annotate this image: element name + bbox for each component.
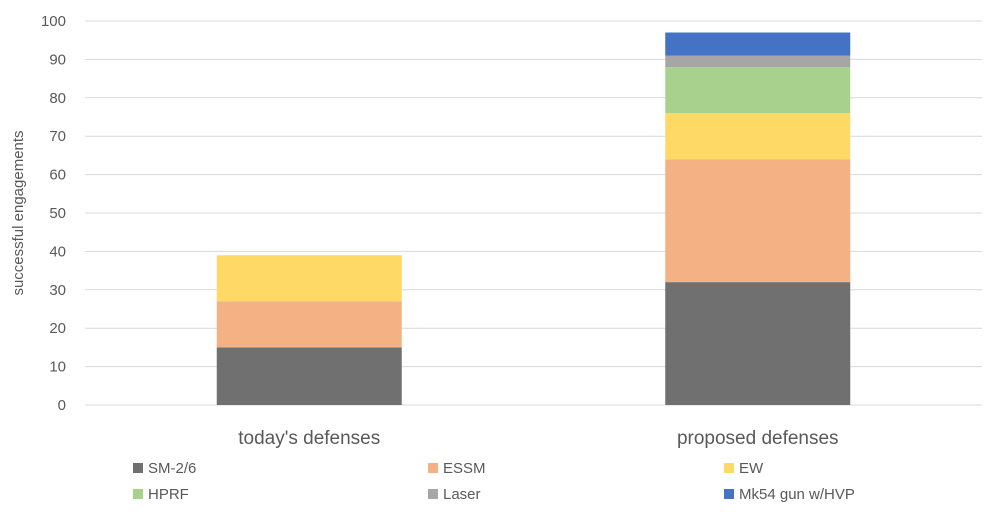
y-tick-label: 100 xyxy=(41,13,66,30)
bar-segment xyxy=(665,282,851,405)
x-axis-categories: today's defenses proposed defenses xyxy=(238,428,838,449)
bar-segment xyxy=(216,255,402,302)
legend-label: HPRF xyxy=(148,486,189,503)
legend-label: ESSM xyxy=(443,460,486,477)
bar-segment xyxy=(216,347,402,405)
y-axis-ticks: 0 10 20 30 40 50 60 70 80 90 100 xyxy=(41,13,66,414)
y-tick-label: 40 xyxy=(49,243,66,260)
legend-swatch xyxy=(724,463,734,473)
legend-swatch xyxy=(428,489,438,499)
legend-label: EW xyxy=(739,460,764,477)
bar-segment xyxy=(216,301,402,348)
legend-label: SM-2/6 xyxy=(148,460,196,477)
y-tick-label: 30 xyxy=(49,282,66,299)
y-tick-label: 10 xyxy=(49,359,66,376)
y-tick-label: 50 xyxy=(49,205,66,222)
x-category-label: today's defenses xyxy=(238,428,380,449)
bar-segment xyxy=(665,32,851,56)
bar-segment xyxy=(665,159,851,283)
y-tick-label: 60 xyxy=(49,167,66,184)
y-tick-label: 90 xyxy=(49,51,66,68)
bar-segment xyxy=(665,67,851,114)
legend-swatch xyxy=(428,463,438,473)
y-axis-title: successful engagements xyxy=(10,130,27,295)
y-tick-label: 20 xyxy=(49,320,66,337)
y-tick-label: 0 xyxy=(58,397,66,414)
legend-swatch xyxy=(133,463,143,473)
legend-label: Laser xyxy=(443,486,481,503)
legend-label: Mk54 gun w/HVP xyxy=(739,486,855,503)
legend-swatch xyxy=(724,489,734,499)
bar-segment xyxy=(665,55,851,68)
legend-swatch xyxy=(133,489,143,499)
bar-segment xyxy=(665,113,851,160)
y-tick-label: 70 xyxy=(49,128,66,145)
x-category-label: proposed defenses xyxy=(677,428,839,449)
legend: SM-2/6 ESSM EW HPRF Laser Mk54 gun w/HVP xyxy=(133,460,855,503)
bars xyxy=(216,32,851,405)
y-tick-label: 80 xyxy=(49,90,66,107)
